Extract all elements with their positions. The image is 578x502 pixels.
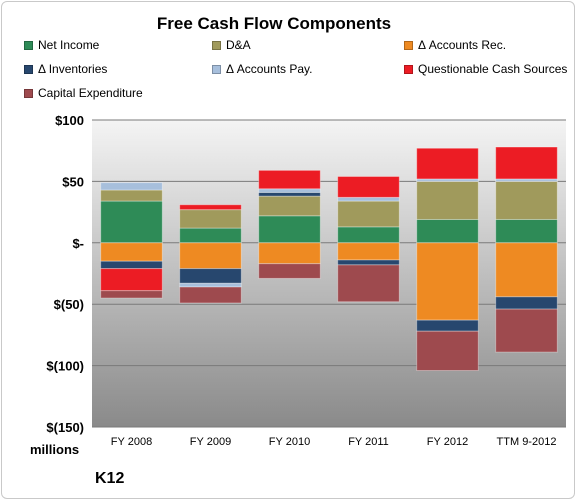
legend-item-questionable-cash-sources: Questionable Cash Sources: [404, 61, 567, 77]
y-tick-label: $(100): [46, 359, 84, 374]
legend-item-net-income: Net Income: [24, 37, 99, 53]
legend-label: D&A: [226, 38, 251, 52]
x-tick-label: FY 2011: [348, 436, 389, 448]
bar-accounts-rec: [258, 242, 321, 265]
legend-swatch: [212, 40, 221, 50]
bar-accounts-pay: [179, 282, 242, 288]
y-tick-label: $-: [72, 236, 84, 251]
plot-area: [92, 120, 566, 427]
legend-label: Net Income: [38, 38, 100, 52]
bar-accounts-rec: [179, 242, 242, 270]
y-tick-label: $(150): [46, 420, 84, 435]
bar-questionable-cash-sources: [337, 175, 400, 198]
bar-net-income: [100, 200, 163, 244]
y-tick-label: $100: [55, 113, 84, 128]
chart-title: Free Cash Flow Components: [156, 14, 392, 33]
bar-questionable-cash-sources: [100, 268, 163, 292]
bar-accounts-pay: [337, 196, 400, 202]
bar-capital-expenditure: [495, 308, 558, 353]
bar-accounts-rec: [416, 242, 479, 321]
bar-net-income: [337, 226, 400, 244]
x-tick-label: FY 2009: [190, 436, 231, 448]
legend-label: Δ Inventories: [38, 62, 108, 76]
bar-net-income: [179, 227, 242, 244]
bar-net-income: [258, 215, 321, 244]
x-tick-label: FY 2008: [111, 436, 152, 448]
bar-inventories: [495, 296, 558, 310]
bar-inventories: [337, 259, 400, 266]
bar-net-income: [416, 218, 479, 244]
company-label: K12: [95, 470, 125, 487]
legend-swatch: [404, 64, 413, 74]
y-tick-label: $50: [62, 174, 84, 189]
bar-d-a: [337, 200, 400, 228]
bar-capital-expenditure: [337, 264, 400, 303]
bar-net-income: [495, 218, 558, 244]
bar-d-a: [416, 180, 479, 220]
bar-inventories: [100, 260, 163, 270]
bar-d-a: [258, 195, 321, 217]
x-tick-label: TTM 9-2012: [497, 436, 557, 448]
bar-questionable-cash-sources: [179, 204, 242, 211]
bar-d-a: [495, 180, 558, 220]
bar-capital-expenditure: [416, 330, 479, 372]
bar-inventories: [179, 268, 242, 284]
x-tick-label: FY 2010: [269, 436, 310, 448]
legend-label: Capital Expenditure: [38, 86, 143, 100]
x-tick-label: FY 2012: [427, 436, 468, 448]
bar-d-a: [100, 189, 163, 202]
legend-swatch: [404, 40, 413, 50]
legend-label: Δ Accounts Pay.: [226, 62, 313, 76]
legend-item-d-a: D&A: [212, 37, 251, 53]
legend-item-inventories: Δ Inventories: [24, 61, 107, 77]
bar-accounts-rec: [100, 242, 163, 262]
bar-accounts-rec: [495, 242, 558, 298]
bar-capital-expenditure: [179, 286, 242, 304]
bar-inventories: [416, 319, 479, 332]
legend-swatch: [24, 64, 33, 74]
bar-questionable-cash-sources: [495, 146, 558, 180]
bar-questionable-cash-sources: [258, 169, 321, 190]
bar-accounts-pay: [258, 188, 321, 193]
y-tick-label: $(50): [54, 297, 84, 312]
bar-d-a: [179, 209, 242, 229]
legend-swatch: [24, 40, 33, 50]
legend-item-accounts-rec: Δ Accounts Rec.: [404, 37, 506, 53]
bar-inventories: [258, 191, 321, 197]
legend-label: Questionable Cash Sources: [418, 62, 568, 76]
legend-swatch: [212, 64, 221, 74]
bar-capital-expenditure: [100, 290, 163, 299]
bar-questionable-cash-sources: [416, 147, 479, 180]
bar-capital-expenditure: [258, 263, 321, 279]
legend-label: Δ Accounts Rec.: [418, 38, 507, 52]
bar-accounts-rec: [337, 242, 400, 261]
legend-item-capital-expenditure: Capital Expenditure: [24, 85, 143, 101]
legend-swatch: [24, 88, 33, 98]
legend-item-accounts-pay: Δ Accounts Pay.: [212, 61, 313, 77]
bar-accounts-pay: [100, 182, 163, 191]
units-label: millions: [30, 442, 80, 457]
